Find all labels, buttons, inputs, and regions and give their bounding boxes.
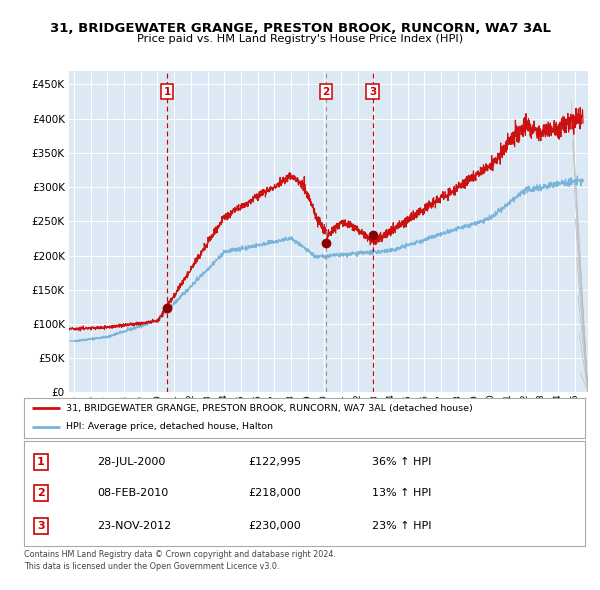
Text: 28-JUL-2000: 28-JUL-2000	[97, 457, 166, 467]
Text: Price paid vs. HM Land Registry's House Price Index (HPI): Price paid vs. HM Land Registry's House …	[137, 34, 463, 44]
Text: 1: 1	[37, 457, 45, 467]
Text: 36% ↑ HPI: 36% ↑ HPI	[372, 457, 431, 467]
Text: 23-NOV-2012: 23-NOV-2012	[97, 521, 171, 531]
Text: £218,000: £218,000	[248, 489, 301, 498]
Text: HPI: Average price, detached house, Halton: HPI: Average price, detached house, Halt…	[66, 422, 273, 431]
Text: Contains HM Land Registry data © Crown copyright and database right 2024.
This d: Contains HM Land Registry data © Crown c…	[24, 550, 336, 571]
Text: 2: 2	[37, 489, 45, 498]
Text: 08-FEB-2010: 08-FEB-2010	[97, 489, 168, 498]
Text: 1: 1	[163, 87, 170, 97]
Text: £122,995: £122,995	[248, 457, 302, 467]
Text: 3: 3	[369, 87, 376, 97]
Text: 2: 2	[322, 87, 329, 97]
Text: 13% ↑ HPI: 13% ↑ HPI	[372, 489, 431, 498]
Text: £230,000: £230,000	[248, 521, 301, 531]
Text: 23% ↑ HPI: 23% ↑ HPI	[372, 521, 431, 531]
Text: 3: 3	[37, 521, 44, 531]
Text: 31, BRIDGEWATER GRANGE, PRESTON BROOK, RUNCORN, WA7 3AL: 31, BRIDGEWATER GRANGE, PRESTON BROOK, R…	[49, 22, 551, 35]
Text: 31, BRIDGEWATER GRANGE, PRESTON BROOK, RUNCORN, WA7 3AL (detached house): 31, BRIDGEWATER GRANGE, PRESTON BROOK, R…	[66, 404, 473, 413]
